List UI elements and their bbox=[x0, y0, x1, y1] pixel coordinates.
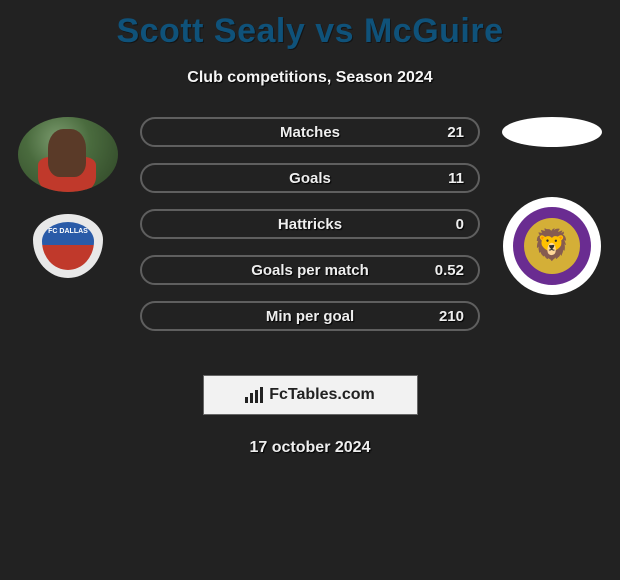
stats-list: Matches 21 Goals 11 Hattricks 0 Goals pe… bbox=[140, 117, 480, 347]
stat-right-value: 11 bbox=[414, 170, 464, 187]
bar-chart-icon bbox=[245, 387, 263, 403]
fctables-logo[interactable]: FcTables.com bbox=[203, 375, 418, 415]
left-player-column: FC DALLAS bbox=[8, 117, 128, 282]
stat-right-value: 210 bbox=[414, 308, 464, 325]
stat-name: Goals bbox=[206, 170, 414, 187]
stat-row: Goals per match 0.52 bbox=[140, 255, 480, 285]
stat-row: Hattricks 0 bbox=[140, 209, 480, 239]
left-team-badge: FC DALLAS bbox=[18, 214, 118, 282]
left-player-photo bbox=[18, 117, 118, 192]
stat-name: Matches bbox=[206, 124, 414, 141]
right-team-badge: 🦁 bbox=[503, 197, 601, 295]
stat-name: Hattricks bbox=[206, 216, 414, 233]
stat-name: Min per goal bbox=[206, 308, 414, 325]
stat-right-value: 0 bbox=[414, 216, 464, 233]
stat-name: Goals per match bbox=[206, 262, 414, 279]
stat-right-value: 0.52 bbox=[414, 262, 464, 279]
subtitle: Club competitions, Season 2024 bbox=[0, 69, 620, 87]
date-text: 17 october 2024 bbox=[0, 439, 620, 457]
right-player-column: 🦁 bbox=[492, 117, 612, 295]
comparison-content: FC DALLAS 🦁 Matches 21 Goals 11 bbox=[0, 117, 620, 357]
right-player-photo bbox=[502, 117, 602, 147]
stat-row: Goals 11 bbox=[140, 163, 480, 193]
stat-row: Matches 21 bbox=[140, 117, 480, 147]
stat-row: Min per goal 210 bbox=[140, 301, 480, 331]
page-title: Scott Sealy vs McGuire bbox=[0, 0, 620, 51]
left-team-badge-text: FC DALLAS bbox=[42, 228, 94, 235]
stat-right-value: 21 bbox=[414, 124, 464, 141]
lion-icon: 🦁 bbox=[524, 218, 580, 274]
logo-text: FcTables.com bbox=[269, 386, 375, 404]
